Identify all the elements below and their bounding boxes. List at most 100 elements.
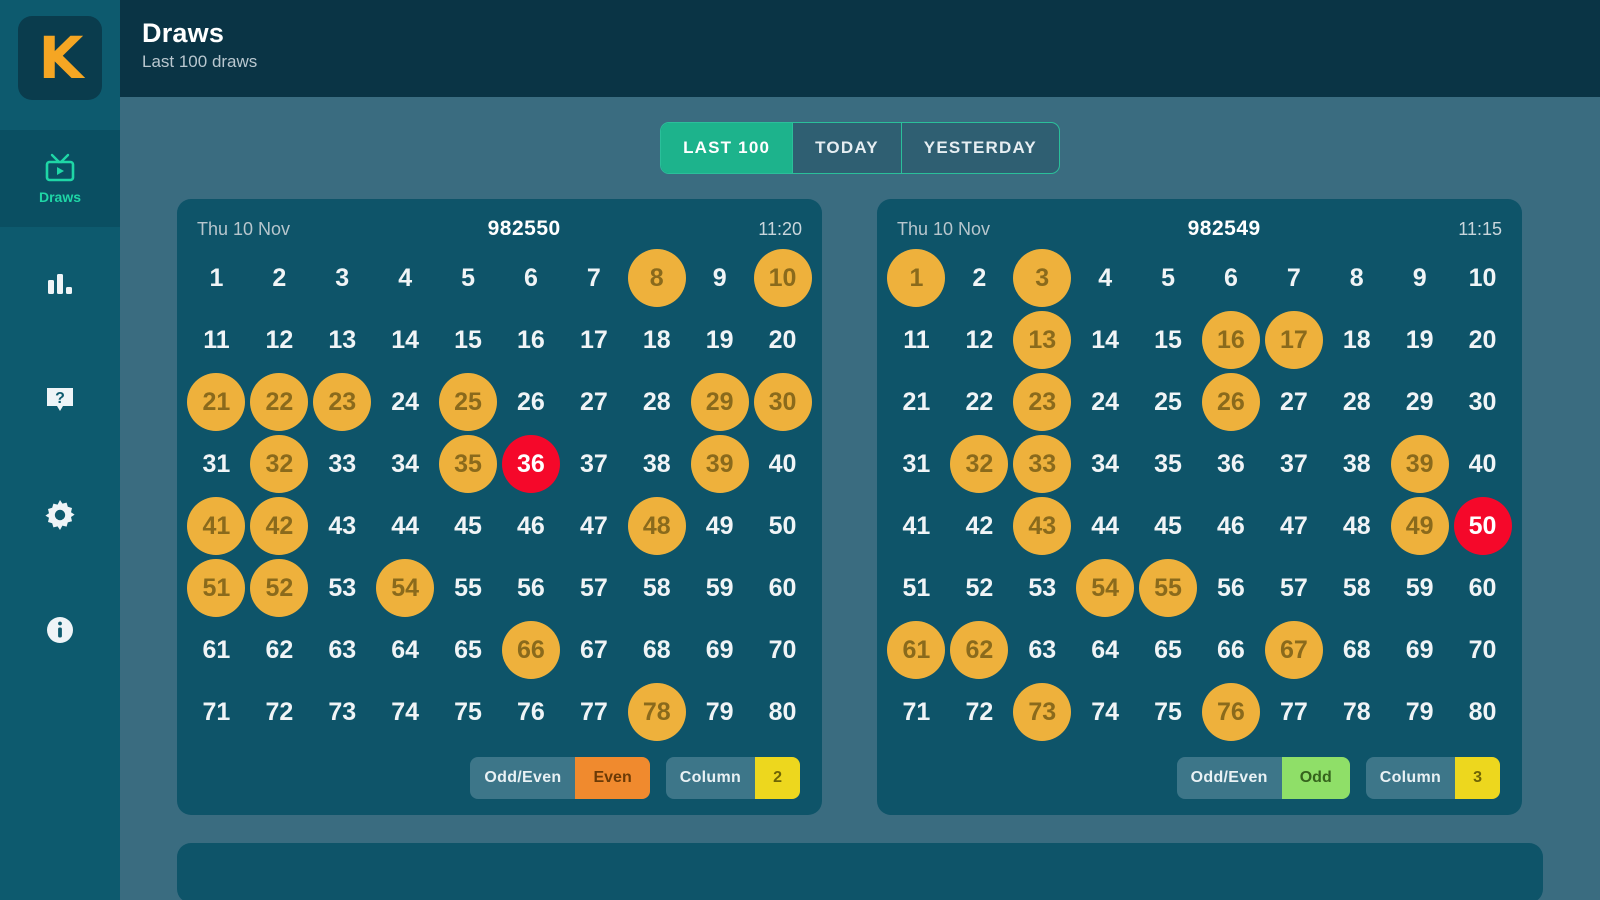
tab-today[interactable]: TODAY bbox=[793, 123, 902, 173]
number-cell[interactable]: 21 bbox=[185, 371, 248, 433]
number-cell[interactable]: 74 bbox=[391, 697, 420, 726]
number-cell[interactable]: 79 bbox=[705, 697, 734, 726]
number-cell[interactable]: 28 bbox=[642, 387, 671, 416]
number-cell[interactable]: 49 bbox=[1388, 495, 1451, 557]
number-cell[interactable]: 20 bbox=[1468, 325, 1497, 354]
number-cell[interactable]: 29 bbox=[688, 371, 751, 433]
number-cell[interactable]: 3 bbox=[335, 263, 350, 292]
number-cell[interactable]: 46 bbox=[517, 511, 545, 540]
number-cell[interactable]: 63 bbox=[328, 635, 357, 664]
number-cell[interactable]: 50 bbox=[1451, 495, 1514, 557]
number-cell[interactable]: 58 bbox=[642, 573, 671, 602]
number-cell[interactable]: 42 bbox=[965, 511, 994, 540]
number-cell[interactable]: 21 bbox=[902, 387, 931, 416]
number-cell[interactable]: 12 bbox=[965, 325, 994, 354]
number-cell[interactable]: 63 bbox=[1028, 635, 1057, 664]
number-cell[interactable]: 8 bbox=[625, 247, 688, 309]
number-cell[interactable]: 67 bbox=[579, 635, 608, 664]
sidebar-item-draws[interactable]: Draws bbox=[0, 130, 120, 227]
number-cell[interactable]: 12 bbox=[265, 325, 294, 354]
number-cell[interactable]: 69 bbox=[705, 635, 734, 664]
number-cell[interactable]: 58 bbox=[1342, 573, 1371, 602]
number-cell[interactable]: 36 bbox=[500, 433, 563, 495]
number-cell[interactable]: 55 bbox=[454, 573, 482, 602]
number-cell[interactable]: 49 bbox=[705, 511, 734, 540]
number-cell[interactable]: 35 bbox=[1154, 449, 1182, 478]
number-cell[interactable]: 66 bbox=[500, 619, 563, 681]
number-cell[interactable]: 57 bbox=[1279, 573, 1308, 602]
number-cell[interactable]: 51 bbox=[902, 573, 931, 602]
number-cell[interactable]: 67 bbox=[1262, 619, 1325, 681]
number-cell[interactable]: 30 bbox=[751, 371, 814, 433]
number-cell[interactable]: 59 bbox=[705, 573, 734, 602]
number-cell[interactable]: 68 bbox=[642, 635, 671, 664]
number-cell[interactable]: 78 bbox=[625, 681, 688, 743]
number-cell[interactable]: 38 bbox=[642, 449, 671, 478]
number-cell[interactable]: 32 bbox=[248, 433, 311, 495]
sidebar-item-settings[interactable] bbox=[0, 457, 120, 572]
number-cell[interactable]: 36 bbox=[1217, 449, 1245, 478]
number-cell[interactable]: 74 bbox=[1091, 697, 1120, 726]
number-cell[interactable]: 73 bbox=[1011, 681, 1074, 743]
number-cell[interactable]: 73 bbox=[328, 697, 357, 726]
number-cell[interactable]: 33 bbox=[1011, 433, 1074, 495]
number-cell[interactable]: 41 bbox=[902, 511, 931, 540]
number-cell[interactable]: 71 bbox=[202, 697, 231, 726]
number-cell[interactable]: 80 bbox=[1468, 697, 1497, 726]
number-cell[interactable]: 3 bbox=[1011, 247, 1074, 309]
number-cell[interactable]: 61 bbox=[202, 635, 231, 664]
number-cell[interactable]: 79 bbox=[1405, 697, 1434, 726]
number-cell[interactable]: 47 bbox=[579, 511, 608, 540]
number-cell[interactable]: 72 bbox=[965, 697, 994, 726]
number-cell[interactable]: 77 bbox=[579, 697, 608, 726]
number-cell[interactable]: 34 bbox=[391, 449, 420, 478]
number-cell[interactable]: 28 bbox=[1342, 387, 1371, 416]
number-cell[interactable]: 2 bbox=[972, 263, 987, 292]
number-cell[interactable]: 35 bbox=[437, 433, 500, 495]
number-cell[interactable]: 5 bbox=[1161, 263, 1175, 292]
number-cell[interactable]: 18 bbox=[1342, 325, 1371, 354]
number-cell[interactable]: 14 bbox=[391, 325, 420, 354]
number-cell[interactable]: 15 bbox=[454, 325, 482, 354]
number-cell[interactable]: 15 bbox=[1154, 325, 1182, 354]
number-cell[interactable]: 64 bbox=[391, 635, 420, 664]
number-cell[interactable]: 54 bbox=[1074, 557, 1137, 619]
number-cell[interactable]: 9 bbox=[1412, 263, 1427, 292]
number-cell[interactable]: 26 bbox=[517, 387, 545, 416]
number-cell[interactable]: 26 bbox=[1200, 371, 1263, 433]
number-cell[interactable]: 76 bbox=[517, 697, 545, 726]
number-cell[interactable]: 39 bbox=[1388, 433, 1451, 495]
number-cell[interactable]: 64 bbox=[1091, 635, 1120, 664]
number-cell[interactable]: 1 bbox=[209, 263, 224, 292]
number-cell[interactable]: 2 bbox=[272, 263, 287, 292]
number-cell[interactable]: 39 bbox=[688, 433, 751, 495]
number-cell[interactable]: 42 bbox=[248, 495, 311, 557]
number-cell[interactable]: 60 bbox=[768, 573, 797, 602]
number-cell[interactable]: 13 bbox=[1011, 309, 1074, 371]
number-cell[interactable]: 4 bbox=[398, 263, 413, 292]
number-cell[interactable]: 47 bbox=[1279, 511, 1308, 540]
number-cell[interactable]: 23 bbox=[311, 371, 374, 433]
number-cell[interactable]: 69 bbox=[1405, 635, 1434, 664]
number-cell[interactable]: 17 bbox=[1262, 309, 1325, 371]
number-cell[interactable]: 14 bbox=[1091, 325, 1120, 354]
number-cell[interactable]: 51 bbox=[185, 557, 248, 619]
number-cell[interactable]: 27 bbox=[579, 387, 608, 416]
number-cell[interactable]: 7 bbox=[586, 263, 601, 292]
number-cell[interactable]: 17 bbox=[579, 325, 608, 354]
badge-column[interactable]: Column 3 bbox=[1365, 757, 1500, 799]
number-cell[interactable]: 27 bbox=[1279, 387, 1308, 416]
number-cell[interactable]: 76 bbox=[1200, 681, 1263, 743]
sidebar-item-help[interactable]: ? bbox=[0, 342, 120, 457]
sidebar-item-info[interactable] bbox=[0, 572, 120, 687]
number-cell[interactable]: 40 bbox=[768, 449, 797, 478]
number-cell[interactable]: 60 bbox=[1468, 573, 1497, 602]
number-cell[interactable]: 43 bbox=[1011, 495, 1074, 557]
draw-card[interactable]: Thu 10 Nov 982550 11:20 1 2 3 4 5 6 7 8 9 10 11 12 13 14… bbox=[177, 199, 822, 815]
number-cell[interactable]: 71 bbox=[902, 697, 931, 726]
number-cell[interactable]: 57 bbox=[579, 573, 608, 602]
number-cell[interactable]: 25 bbox=[437, 371, 500, 433]
number-cell[interactable]: 55 bbox=[1137, 557, 1200, 619]
number-cell[interactable]: 68 bbox=[1342, 635, 1371, 664]
number-cell[interactable]: 24 bbox=[1091, 387, 1120, 416]
